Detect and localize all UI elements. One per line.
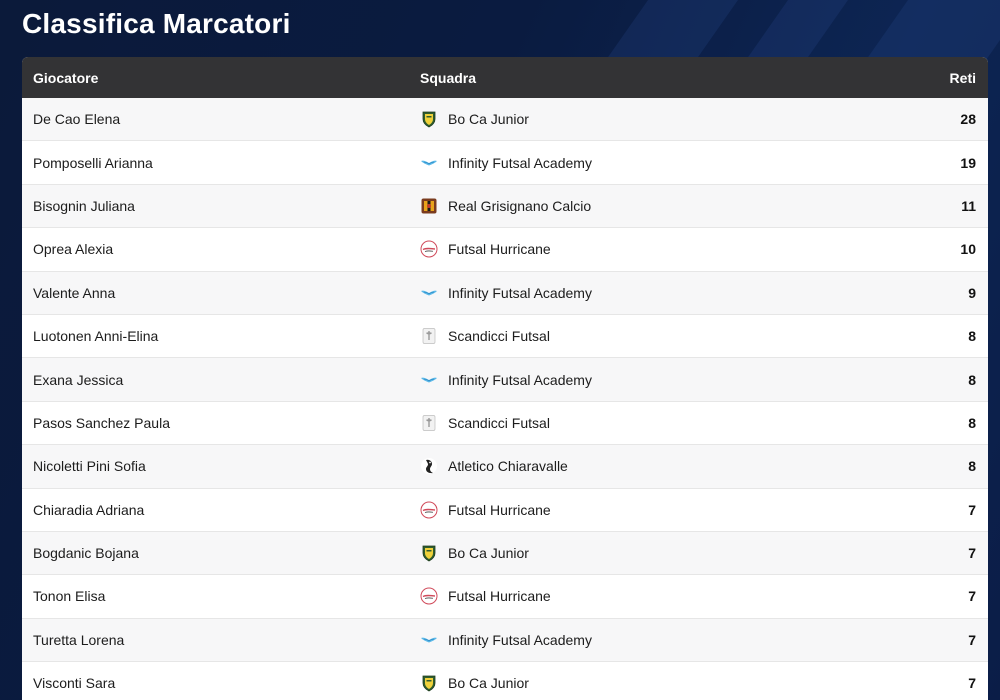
team-cell: Atletico Chiaravalle — [420, 457, 868, 475]
boca-junior-shield-icon — [420, 674, 438, 692]
chiaravalle-mascot-icon — [420, 457, 438, 475]
team-cell: Scandicci Futsal — [420, 327, 868, 345]
player-name: Tonon Elisa — [33, 588, 106, 605]
player-name: Nicoletti Pini Sofia — [33, 458, 146, 475]
team-name: Futsal Hurricane — [448, 588, 551, 605]
team-cell: Futsal Hurricane — [420, 587, 868, 605]
goals-count: 28 — [960, 111, 976, 128]
infinity-wings-icon — [420, 284, 438, 302]
player-name: Pomposelli Arianna — [33, 154, 153, 171]
table-row[interactable]: Pomposelli Arianna Infinity Futsal Academ… — [22, 141, 988, 185]
hurricane-circle-icon — [420, 501, 438, 519]
scorers-table: Giocatore Squadra Reti De Cao Elena Bo Ca… — [22, 57, 988, 700]
scandicci-crest-icon — [420, 327, 438, 345]
team-name: Infinity Futsal Academy — [448, 154, 592, 171]
table-row[interactable]: Luotonen Anni-Elina Scandicci Futsal 8 — [22, 314, 988, 359]
table-row[interactable]: Chiaradia Adriana Futsal Hurricane 7 — [22, 488, 988, 532]
team-name: Infinity Futsal Academy — [448, 284, 592, 301]
team-name: Real Grisignano Calcio — [448, 197, 592, 214]
goals-count: 8 — [968, 414, 976, 431]
goals-count: 7 — [968, 588, 976, 605]
team-cell: Infinity Futsal Academy — [420, 284, 868, 302]
team-cell: Scandicci Futsal — [420, 414, 868, 432]
table-header: Giocatore Squadra Reti — [22, 57, 988, 98]
player-name: Bogdanic Bojana — [33, 545, 139, 562]
boca-junior-shield-icon — [420, 544, 438, 562]
infinity-wings-icon — [420, 154, 438, 172]
team-cell: Infinity Futsal Academy — [420, 631, 868, 649]
player-name: Pasos Sanchez Paula — [33, 414, 170, 431]
team-name: Infinity Futsal Academy — [448, 371, 592, 388]
team-cell: Futsal Hurricane — [420, 501, 868, 519]
team-name: Bo Ca Junior — [448, 545, 529, 562]
table-body: De Cao Elena Bo Ca Junior 28 Pomposelli Ari… — [22, 98, 988, 700]
table-row[interactable]: Bogdanic Bojana Bo Ca Junior 7 — [22, 531, 988, 576]
team-name: Scandicci Futsal — [448, 414, 550, 431]
team-cell: Futsal Hurricane — [420, 240, 868, 258]
player-name: De Cao Elena — [33, 111, 121, 128]
team-cell: Infinity Futsal Academy — [420, 371, 868, 389]
team-name: Bo Ca Junior — [448, 111, 529, 128]
team-name: Futsal Hurricane — [448, 501, 551, 518]
team-name: Bo Ca Junior — [448, 675, 529, 692]
header-goals[interactable]: Reti — [949, 69, 976, 86]
player-name: Turetta Lorena — [33, 631, 125, 648]
team-cell: Bo Ca Junior — [420, 674, 868, 692]
hurricane-circle-icon — [420, 240, 438, 258]
goals-count: 10 — [960, 241, 976, 258]
infinity-wings-icon — [420, 631, 438, 649]
team-cell: Infinity Futsal Academy — [420, 154, 868, 172]
goals-count: 8 — [968, 328, 976, 345]
team-cell: Bo Ca Junior — [420, 110, 868, 128]
table-row[interactable]: Visconti Sara Bo Ca Junior 7 — [22, 662, 988, 700]
player-name: Luotonen Anni-Elina — [33, 328, 159, 345]
real-grisignano-crest-icon — [420, 197, 438, 215]
table-row[interactable]: Bisognin Juliana Real Grisignano Calcio 11 — [22, 184, 988, 229]
goals-count: 11 — [961, 197, 976, 214]
player-name: Oprea Alexia — [33, 241, 114, 258]
goals-count: 7 — [968, 675, 976, 692]
scandicci-crest-icon — [420, 414, 438, 432]
team-cell: Real Grisignano Calcio — [420, 197, 868, 215]
goals-count: 9 — [968, 284, 976, 301]
goals-count: 19 — [960, 154, 976, 171]
goals-count: 8 — [968, 371, 976, 388]
goals-count: 7 — [968, 545, 976, 562]
hurricane-circle-icon — [420, 587, 438, 605]
table-row[interactable]: Valente Anna Infinity Futsal Academy 9 — [22, 271, 988, 315]
table-row[interactable]: Oprea Alexia Futsal Hurricane 10 — [22, 228, 988, 272]
goals-count: 7 — [968, 631, 976, 648]
team-name: Atletico Chiaravalle — [448, 458, 568, 475]
player-name: Visconti Sara — [33, 675, 116, 692]
team-name: Infinity Futsal Academy — [448, 631, 592, 648]
player-name: Chiaradia Adriana — [33, 501, 145, 518]
table-row[interactable]: Nicoletti Pini Sofia Atletico Chiaravalle… — [22, 445, 988, 489]
player-name: Valente Anna — [33, 284, 116, 301]
goals-count: 8 — [968, 458, 976, 475]
infinity-wings-icon — [420, 371, 438, 389]
goals-count: 7 — [968, 501, 976, 518]
boca-junior-shield-icon — [420, 110, 438, 128]
player-name: Bisognin Juliana — [33, 197, 135, 214]
team-cell: Bo Ca Junior — [420, 544, 868, 562]
team-name: Scandicci Futsal — [448, 328, 550, 345]
team-name: Futsal Hurricane — [448, 241, 551, 258]
table-row[interactable]: Exana Jessica Infinity Futsal Academy 8 — [22, 358, 988, 402]
player-name: Exana Jessica — [33, 371, 124, 388]
table-row[interactable]: Turetta Lorena Infinity Futsal Academy 7 — [22, 618, 988, 663]
table-row[interactable]: Pasos Sanchez Paula Scandicci Futsal 8 — [22, 401, 988, 446]
page-title: Classifica Marcatori — [22, 8, 291, 39]
table-row[interactable]: Tonon Elisa Futsal Hurricane 7 — [22, 575, 988, 619]
table-row[interactable]: De Cao Elena Bo Ca Junior 28 — [22, 98, 988, 142]
header-player[interactable]: Giocatore — [33, 69, 99, 86]
header-team[interactable]: Squadra — [420, 69, 477, 86]
